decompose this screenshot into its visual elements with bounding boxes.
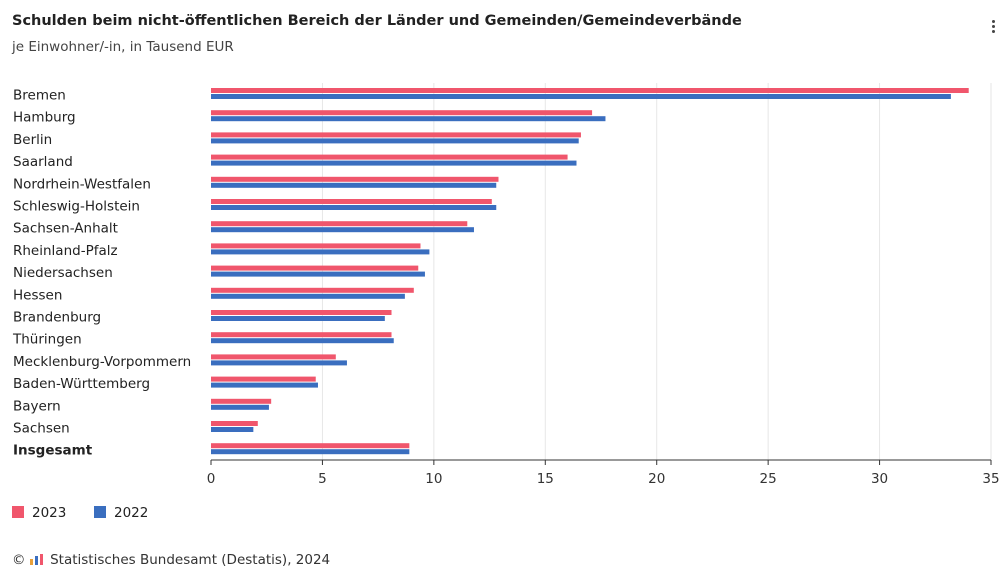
chart-subtitle: je Einwohner/-in, in Tausend EUR	[12, 39, 234, 55]
bar-2023	[211, 421, 258, 426]
category-label: Thüringen	[12, 332, 82, 348]
bar-2022	[211, 360, 347, 366]
category-label: Bayern	[13, 398, 61, 414]
category-label: Hamburg	[13, 110, 76, 126]
source-text: Statistisches Bundesamt (Destatis), 2024	[50, 552, 331, 568]
x-tick-label: 5	[318, 471, 327, 487]
category-label: Bremen	[13, 88, 66, 104]
x-tick-label: 10	[425, 471, 442, 487]
category-label: Rheinland-Pfalz	[13, 243, 118, 259]
bar-2022	[211, 138, 579, 144]
legend-swatch-2022	[94, 506, 106, 518]
bar-2022	[211, 271, 425, 277]
bar-2023	[211, 376, 316, 382]
legend-swatch-2023	[12, 506, 24, 518]
category-label: Baden-Württemberg	[13, 376, 150, 392]
category-label: Nordrhein-Westfalen	[13, 176, 151, 192]
x-tick-label: 25	[760, 471, 777, 487]
category-label: Insgesamt	[13, 443, 93, 459]
bar-2022	[211, 205, 497, 210]
bar-2022	[211, 116, 606, 122]
chart-title: Schulden beim nicht-öffentlichen Bereich…	[12, 13, 742, 29]
bar-2022	[211, 182, 497, 188]
bar-2022	[211, 160, 577, 166]
bar-2022	[211, 382, 318, 388]
x-tick-label: 35	[982, 471, 999, 487]
category-label: Schleswig-Holstein	[13, 199, 140, 215]
bar-2022	[211, 293, 405, 299]
more-options-icon[interactable]	[992, 20, 998, 38]
legend-item-2022[interactable]: 2022	[94, 505, 148, 521]
legend-item-2023[interactable]: 2023	[12, 505, 66, 521]
bar-2022	[211, 316, 385, 321]
bar-2023	[211, 199, 492, 204]
category-label: Niedersachsen	[13, 265, 113, 281]
bar-2022	[211, 338, 394, 344]
category-label: Brandenburg	[13, 310, 101, 326]
x-tick-label: 15	[537, 471, 554, 487]
bar-2022	[211, 404, 269, 410]
bar-2023	[211, 354, 336, 360]
bar-2022	[211, 427, 254, 432]
category-label: Sachsen-Anhalt	[13, 221, 118, 237]
category-label: Hessen	[13, 287, 62, 303]
category-label: Saarland	[13, 154, 73, 170]
source-note: © Statistisches Bundesamt (Destatis), 20…	[12, 552, 330, 568]
bar-2023	[211, 287, 414, 293]
bar-2023	[211, 398, 272, 404]
category-label: Mecklenburg-Vorpommern	[13, 354, 191, 370]
bar-2023	[211, 176, 499, 182]
x-tick-label: 30	[871, 471, 888, 487]
x-tick-label: 20	[648, 471, 665, 487]
legend-label-2022: 2022	[114, 505, 149, 521]
bar-2023	[211, 443, 410, 449]
bar-2023	[211, 243, 421, 249]
bar-2023	[211, 154, 568, 160]
bar-2023	[211, 310, 392, 315]
bar-2023	[211, 132, 581, 138]
bar-2022	[211, 449, 410, 455]
legend-label-2023: 2023	[32, 505, 67, 521]
category-label: Sachsen	[13, 421, 70, 437]
bar-2022	[211, 249, 430, 255]
category-label: Berlin	[13, 132, 52, 148]
bar-2023	[211, 265, 419, 271]
bar-2022	[211, 227, 474, 233]
x-tick-label: 0	[207, 471, 216, 487]
bar-chart: Bremen Hamburg Berlin Saarland Nordrhein-Wes…	[12, 83, 999, 487]
bar-2022	[211, 94, 951, 99]
bar-2023	[211, 88, 969, 93]
bar-2023	[211, 332, 392, 338]
destatis-logo-icon	[29, 554, 43, 565]
bar-2023	[211, 110, 593, 116]
copyright-symbol: ©	[12, 552, 26, 568]
bar-2023	[211, 221, 468, 227]
